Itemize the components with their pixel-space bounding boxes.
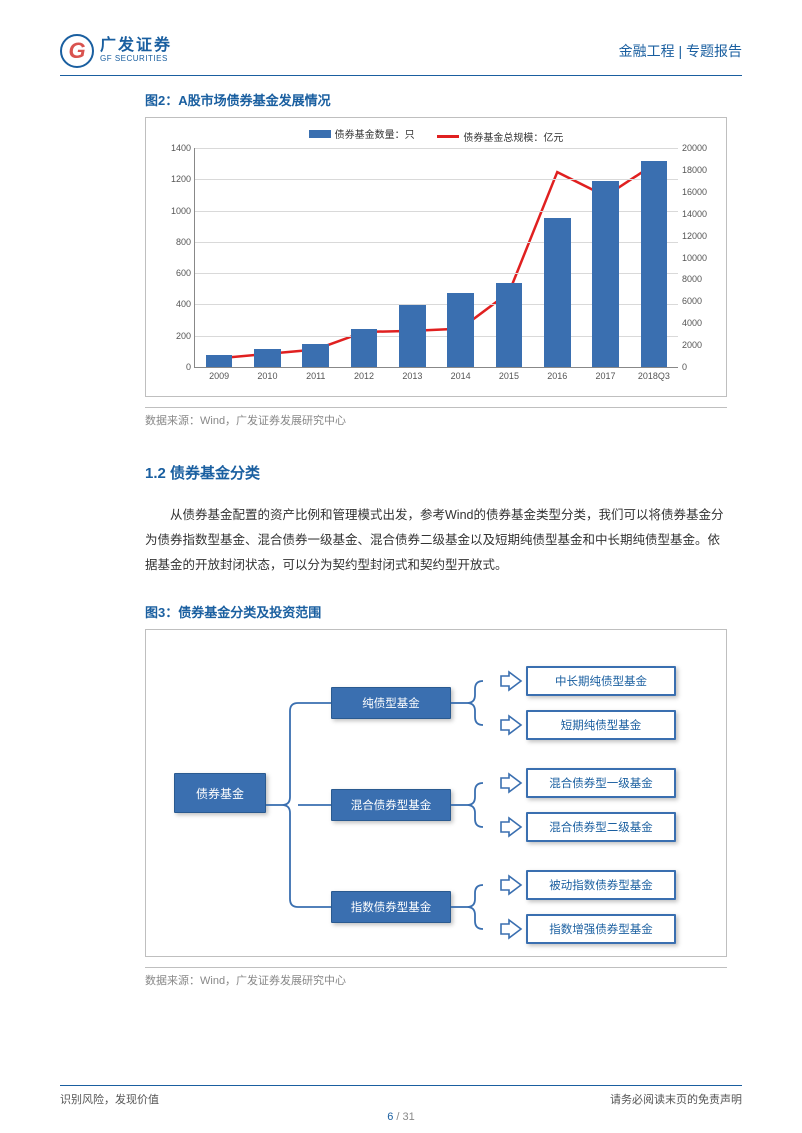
brand-text: 广发证券 GF SECURITIES <box>100 37 172 63</box>
figure2-title: 图2：A股市场债券基金发展情况 <box>145 90 727 109</box>
page-header: G 广发证券 GF SECURITIES 金融工程 | 专题报告 <box>60 32 742 76</box>
x-tick: 2015 <box>499 367 519 381</box>
logo-mark-icon: G <box>60 34 94 68</box>
x-tick: 2016 <box>547 367 567 381</box>
legend-bar-label: 债券基金数量：只 <box>335 126 415 141</box>
x-tick: 2017 <box>596 367 616 381</box>
y-right-tick: 2000 <box>678 340 722 350</box>
y-right-tick: 6000 <box>678 296 722 306</box>
y-right-tick: 20000 <box>678 143 722 153</box>
x-tick: 2018Q3 <box>638 367 670 381</box>
figure3-source: 数据来源：Wind，广发证券发展研究中心 <box>145 967 727 988</box>
plot-area: 0200400600800100012001400020004000600080… <box>194 148 678 368</box>
figure2-source: 数据来源：Wind，广发证券发展研究中心 <box>145 407 727 428</box>
x-tick: 2009 <box>209 367 229 381</box>
y-left-tick: 1000 <box>155 206 195 216</box>
bar <box>544 218 571 367</box>
y-right-tick: 14000 <box>678 209 722 219</box>
legend-bar-swatch-icon <box>309 130 331 138</box>
brand-logo: G 广发证券 GF SECURITIES <box>60 34 172 68</box>
bar <box>641 161 668 367</box>
y-left-tick: 1200 <box>155 174 195 184</box>
y-right-tick: 0 <box>678 362 722 372</box>
breadcrumb: 金融工程 | 专题报告 <box>619 41 742 61</box>
bar <box>447 293 474 367</box>
page-sep: / <box>393 1111 402 1123</box>
bar <box>592 181 619 367</box>
x-tick: 2010 <box>257 367 277 381</box>
section-body: 从债券基金配置的资产比例和管理模式出发，参考Wind的债券基金类型分类，我们可以… <box>145 503 727 578</box>
page-total: 31 <box>403 1111 415 1123</box>
figure3-diagram: 债券基金纯债型基金中长期纯债型基金短期纯债型基金混合债券型基金混合债券型一级基金… <box>145 629 727 957</box>
y-left-tick: 400 <box>155 299 195 309</box>
bar <box>399 305 426 367</box>
legend-line-swatch-icon <box>437 135 459 138</box>
y-right-tick: 10000 <box>678 253 722 263</box>
y-left-tick: 0 <box>155 362 195 372</box>
y-left-tick: 1400 <box>155 143 195 153</box>
bar <box>254 349 281 367</box>
y-right-tick: 16000 <box>678 187 722 197</box>
y-right-tick: 4000 <box>678 318 722 328</box>
x-tick: 2011 <box>306 367 325 381</box>
page-number: 6 / 31 <box>0 1111 802 1123</box>
gridline <box>195 148 678 149</box>
y-left-tick: 200 <box>155 331 195 341</box>
brand-cn: 广发证券 <box>100 37 172 55</box>
y-left-tick: 800 <box>155 237 195 247</box>
figure2-chart: 债券基金数量：只 债券基金总规模：亿元 02004006008001000120… <box>145 117 727 397</box>
y-left-tick: 600 <box>155 268 195 278</box>
brand-en: GF SECURITIES <box>100 55 172 64</box>
footer-right: 请务必阅读末页的免责声明 <box>610 1091 742 1107</box>
bar <box>496 283 523 367</box>
legend-line: 债券基金总规模：亿元 <box>437 129 563 144</box>
bar <box>351 329 378 367</box>
bar <box>206 355 233 367</box>
y-right-tick: 12000 <box>678 231 722 241</box>
bar <box>302 344 329 367</box>
footer-left: 识别风险，发现价值 <box>60 1091 159 1107</box>
y-right-tick: 8000 <box>678 274 722 284</box>
page-footer: 识别风险，发现价值 请务必阅读末页的免责声明 <box>60 1085 742 1107</box>
legend-bar: 债券基金数量：只 <box>309 126 415 141</box>
figure2-legend: 债券基金数量：只 债券基金总规模：亿元 <box>146 126 726 144</box>
x-tick: 2013 <box>402 367 422 381</box>
section-heading: 1.2 债券基金分类 <box>145 462 727 483</box>
figure3-title: 图3：债券基金分类及投资范围 <box>145 602 727 621</box>
y-right-tick: 18000 <box>678 165 722 175</box>
content-area: 图2：A股市场债券基金发展情况 债券基金数量：只 债券基金总规模：亿元 0200… <box>145 90 727 988</box>
x-tick: 2014 <box>451 367 471 381</box>
x-tick: 2012 <box>354 367 374 381</box>
legend-line-label: 债券基金总规模：亿元 <box>463 129 563 144</box>
